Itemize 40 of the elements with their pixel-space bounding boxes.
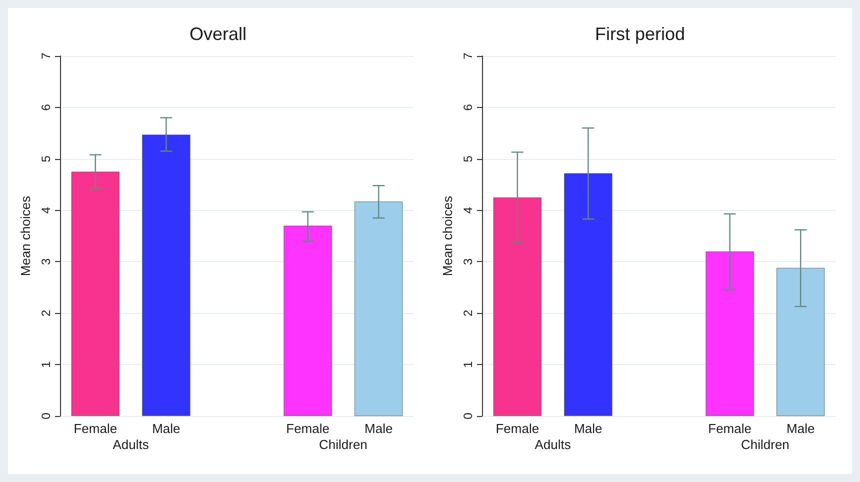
y-tick-label: 3 xyxy=(461,258,475,266)
x-tick-label: Female xyxy=(708,421,752,436)
bar xyxy=(354,202,403,416)
x-tick-label: Male xyxy=(574,421,602,436)
y-tick-label: 4 xyxy=(39,206,53,214)
y-tick-label: 7 xyxy=(39,52,53,60)
bar xyxy=(776,268,825,416)
y-tick-label: 2 xyxy=(39,309,53,316)
text: Children xyxy=(318,437,368,452)
x-tick-label: Male xyxy=(786,421,815,436)
x-tick-label: Female xyxy=(74,421,118,436)
y-tick-label: 7 xyxy=(461,52,475,60)
y-tick-label: 5 xyxy=(39,155,53,162)
x-tick-label: Male xyxy=(364,421,393,436)
x-tick-label: Female xyxy=(496,421,540,436)
y-tick-label: 1 xyxy=(461,360,475,368)
bar xyxy=(493,197,542,416)
y-tick-label: 4 xyxy=(461,206,475,214)
bar xyxy=(142,134,190,416)
bar xyxy=(564,173,612,416)
y-axis-title: Mean choices xyxy=(440,195,455,276)
y-tick-label: 5 xyxy=(461,155,475,162)
y-tick-label: 6 xyxy=(461,104,475,111)
x-tick-label: Male xyxy=(152,421,180,436)
y-tick-label: 0 xyxy=(39,412,53,420)
x-tick-label: Female xyxy=(286,421,330,436)
y-tick-label: 0 xyxy=(461,412,475,420)
y-tick-label: 1 xyxy=(39,360,53,368)
text: Adults xyxy=(112,437,150,452)
y-tick-label: 3 xyxy=(39,258,53,266)
text: Children xyxy=(740,437,790,452)
chart-title: Overall xyxy=(189,24,247,44)
bar xyxy=(284,226,332,416)
y-axis-title: Mean choices xyxy=(18,195,33,276)
text: Adults xyxy=(534,437,572,452)
bar xyxy=(706,251,754,416)
bar xyxy=(71,172,120,416)
y-tick-label: 6 xyxy=(39,104,53,111)
y-tick-label: 2 xyxy=(461,309,475,316)
chart-title: First period xyxy=(594,24,686,44)
